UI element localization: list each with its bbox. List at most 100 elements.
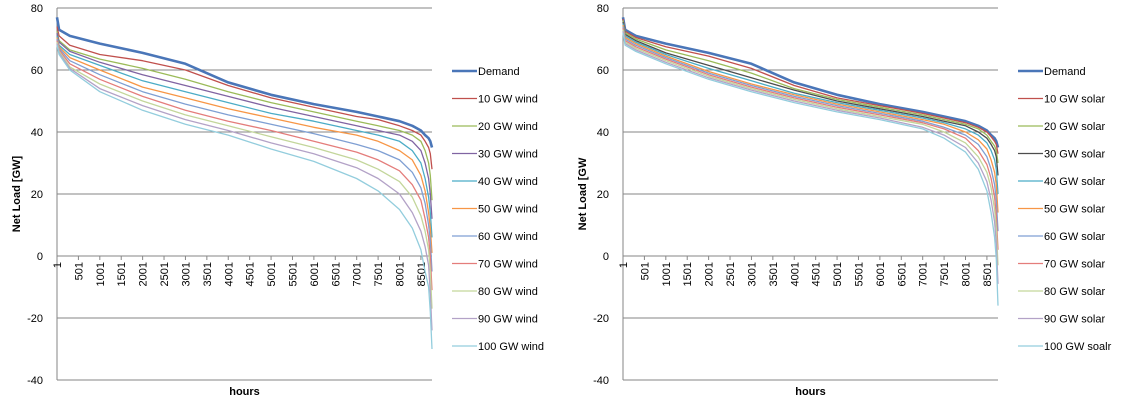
legend-label: 20 GW solar [1044, 121, 1105, 133]
legend-label: 40 GW wind [478, 176, 538, 188]
y-tick-label: 0 [37, 251, 43, 263]
series-line-70-gw-wind [56, 40, 433, 291]
x-tick-label: 8001 [395, 262, 407, 286]
y-tick-label: 60 [31, 65, 43, 77]
series-line-50-gw-solar [622, 24, 999, 213]
legend-label: 20 GW wind [478, 121, 538, 133]
legend-label: 50 GW solar [1044, 204, 1105, 216]
series-line-80-gw-wind [56, 41, 433, 309]
legend-label: 80 GW wind [478, 286, 538, 298]
legend-label: 90 GW solar [1044, 314, 1105, 326]
legend-label: 50 GW wind [478, 204, 538, 216]
x-tick-label: 5001 [832, 262, 844, 286]
legend-label: 40 GW solar [1044, 176, 1105, 188]
x-tick-label: 501 [639, 262, 651, 280]
series-line-20-gw-wind [56, 31, 433, 201]
x-tick-label: 5501 [287, 262, 299, 286]
x-tick-label: 6001 [309, 262, 321, 286]
series-line-100-gw-wind [56, 45, 433, 350]
series-line-90-gw-solar [622, 31, 999, 284]
legend-label: Demand [478, 66, 520, 78]
x-tick-label: 7501 [373, 262, 385, 286]
x-tick-label: 7501 [939, 262, 951, 286]
y-tick-label: 80 [31, 3, 43, 15]
series-line-80-gw-solar [622, 29, 999, 266]
legend-label: 100 GW wind [478, 341, 544, 353]
legend-label: 70 GW solar [1044, 259, 1105, 271]
x-tick-label: 7001 [918, 262, 930, 286]
legend-label: 60 GW wind [478, 231, 538, 243]
legend-label: 30 GW solar [1044, 149, 1105, 161]
y-tick-label: 0 [603, 251, 609, 263]
series-line-30-gw-solar [622, 21, 999, 176]
legend-label: 90 GW wind [478, 314, 538, 326]
x-tick-label: 1 [52, 262, 64, 268]
y-tick-label: -20 [27, 313, 43, 325]
x-tick-label: 4001 [789, 262, 801, 286]
legend-label: 60 GW solar [1044, 231, 1105, 243]
series-line-demand [621, 17, 1000, 148]
x-tick-label: 3001 [746, 262, 758, 286]
x-tick-label: 2501 [725, 262, 737, 286]
series-line-60-gw-solar [622, 26, 999, 232]
x-tick-label: 1501 [682, 262, 694, 286]
y-tick-label: -20 [593, 313, 609, 325]
y-tick-label: -40 [27, 375, 43, 387]
y-tick-label: 40 [31, 127, 43, 139]
series-line-60-gw-wind [56, 38, 433, 272]
series-line-40-gw-wind [56, 35, 433, 238]
series-line-20-gw-solar [622, 20, 999, 164]
x-axis-title: hours [795, 386, 826, 398]
x-tick-label: 4501 [245, 262, 257, 286]
x-tick-label: 501 [73, 262, 85, 280]
x-axis-title: hours [229, 386, 260, 398]
y-axis-title: Net Load [GW] [11, 155, 23, 232]
x-tick-label: 4001 [223, 262, 235, 286]
x-tick-label: 4501 [811, 262, 823, 286]
x-tick-label: 3501 [768, 262, 780, 286]
legend-label: 10 GW solar [1044, 94, 1105, 106]
legend-label: 70 GW wind [478, 259, 538, 271]
legend-label: 10 GW wind [478, 94, 538, 106]
y-axis-title: Net Load [GW [577, 157, 589, 230]
x-tick-label: 1001 [95, 262, 107, 286]
y-tick-label: 20 [597, 189, 609, 201]
x-tick-label: 6501 [896, 262, 908, 286]
x-tick-label: 6001 [875, 262, 887, 286]
x-tick-label: 7001 [352, 262, 364, 286]
series-line-70-gw-solar [622, 28, 999, 250]
x-tick-label: 8501 [982, 262, 994, 286]
series-line-100-gw-soalr [622, 32, 999, 306]
x-tick-label: 5001 [266, 262, 278, 286]
x-tick-label: 1 [618, 262, 630, 268]
y-tick-label: 40 [597, 127, 609, 139]
legend-label: 100 GW soalr [1044, 341, 1112, 353]
x-tick-label: 2501 [159, 262, 171, 286]
x-tick-label: 2001 [138, 262, 150, 286]
series-line-10-gw-solar [622, 18, 999, 154]
legend-label: 30 GW wind [478, 149, 538, 161]
y-tick-label: 60 [597, 65, 609, 77]
x-tick-label: 6501 [330, 262, 342, 286]
x-tick-label: 1501 [116, 262, 128, 286]
series-line-10-gw-wind [56, 26, 433, 170]
x-tick-label: 1001 [661, 262, 673, 286]
series-line-50-gw-wind [56, 37, 433, 253]
x-tick-label: 3501 [202, 262, 214, 286]
y-tick-label: -40 [593, 375, 609, 387]
legend-label: 80 GW solar [1044, 286, 1105, 298]
x-tick-label: 3001 [180, 262, 192, 286]
y-tick-label: 20 [31, 189, 43, 201]
legend-label: Demand [1044, 66, 1086, 78]
series-line-30-gw-wind [56, 32, 433, 219]
x-tick-label: 5501 [853, 262, 865, 286]
series-line-90-gw-wind [56, 43, 433, 331]
x-tick-label: 8001 [961, 262, 973, 286]
series-line-demand [55, 17, 434, 148]
series-line-40-gw-solar [622, 23, 999, 195]
y-tick-label: 80 [597, 3, 609, 15]
x-tick-label: 2001 [704, 262, 716, 286]
